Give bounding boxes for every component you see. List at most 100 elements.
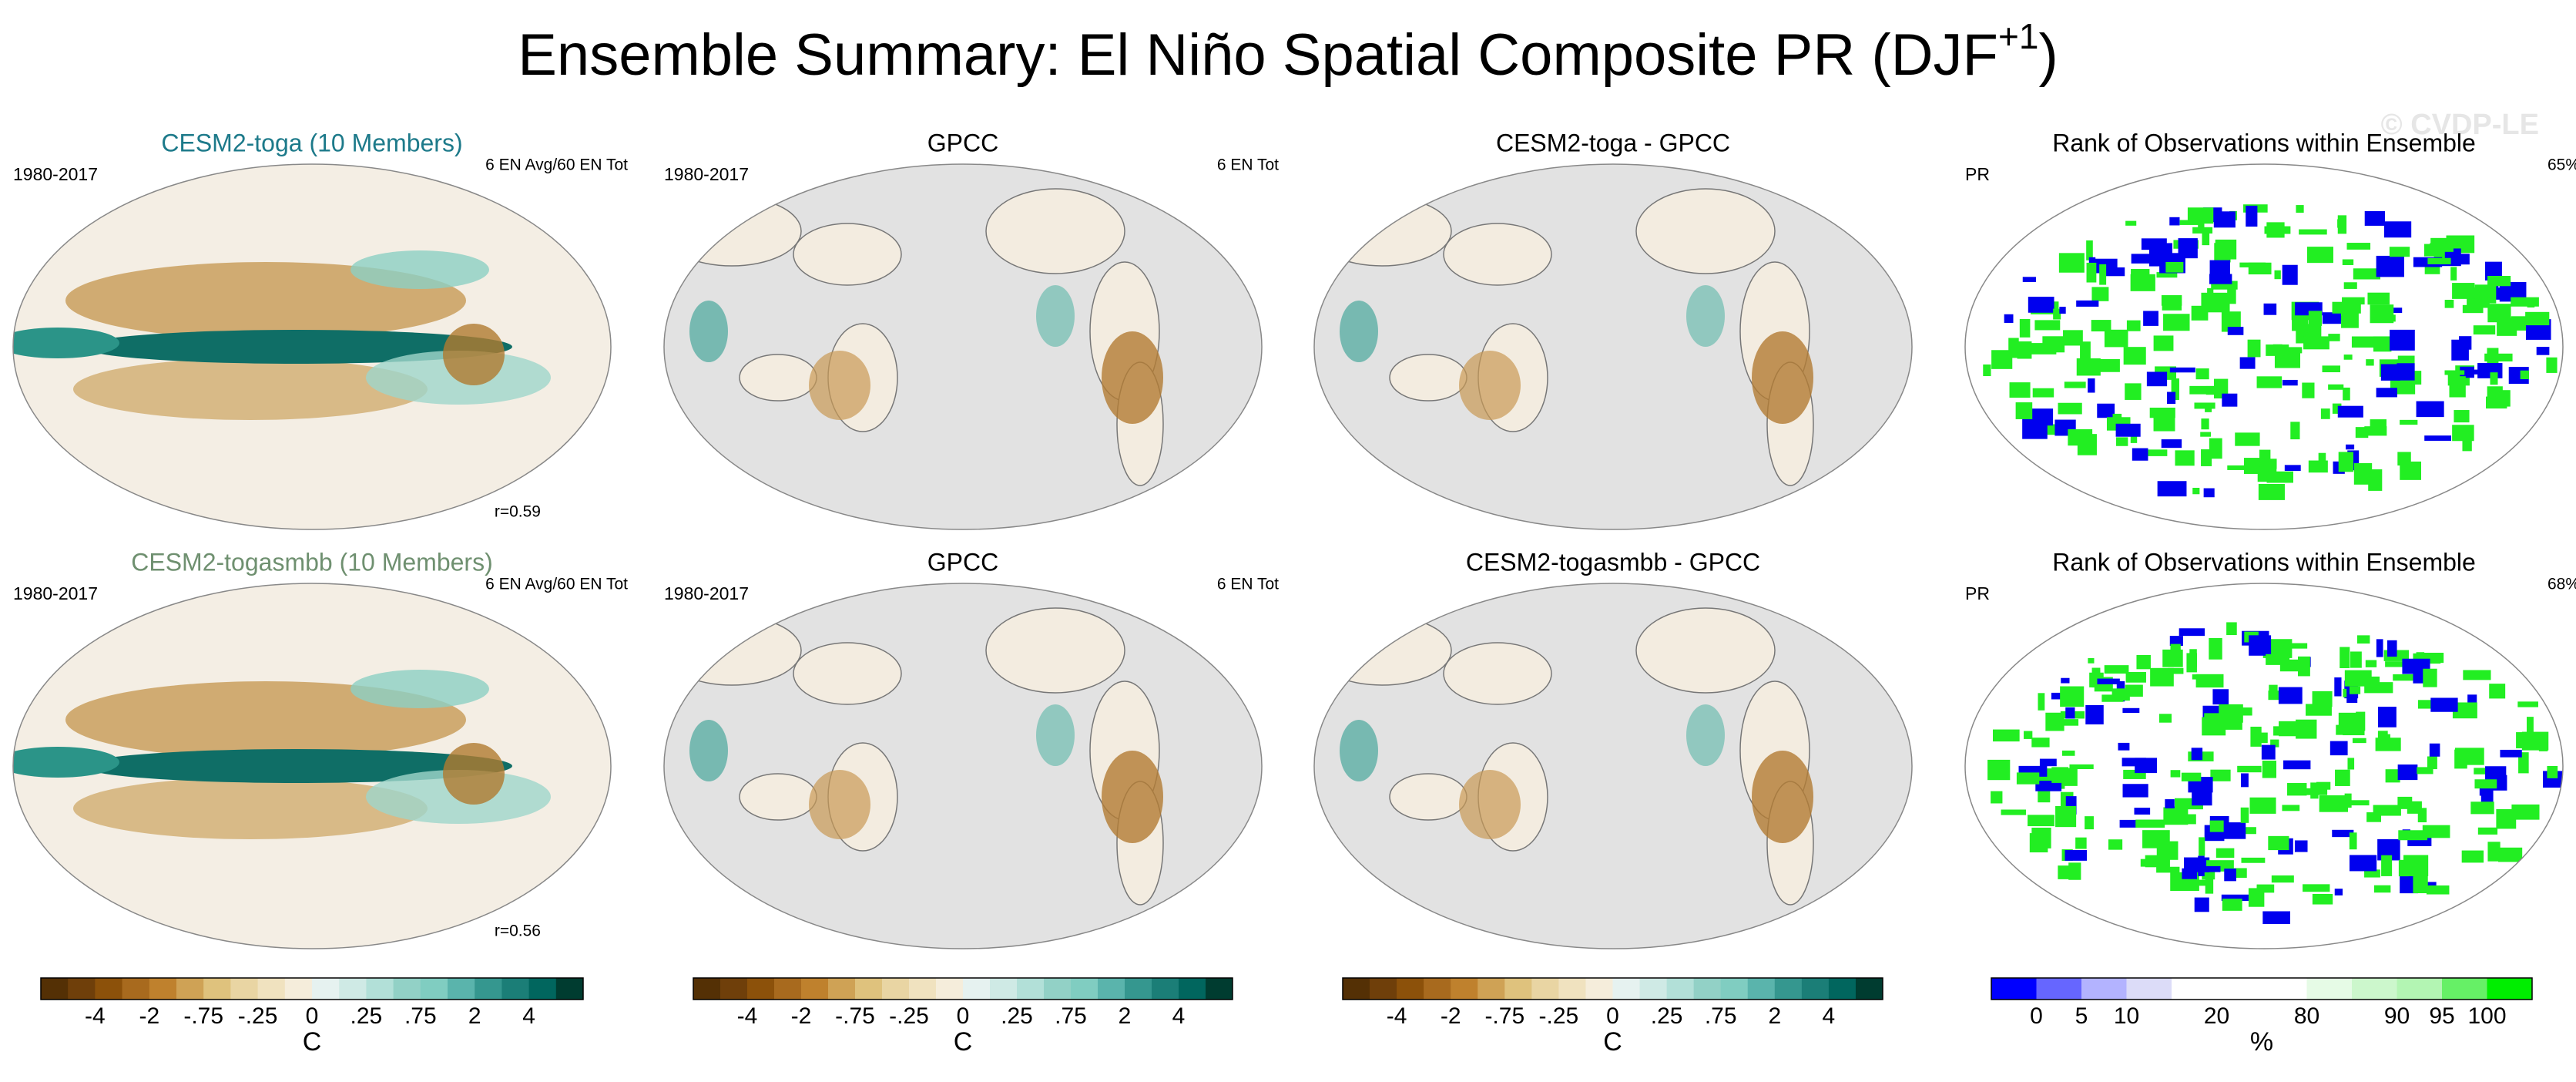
- rank-cell: [2274, 270, 2281, 280]
- rank-cell: [2241, 773, 2249, 788]
- rank-cell: [2076, 358, 2101, 376]
- rank-cell: [2346, 444, 2355, 450]
- colorbar-tick-label: -.75: [1484, 1003, 1524, 1029]
- rank-cell: [2349, 855, 2377, 872]
- rank-cell: [2182, 874, 2190, 886]
- panel-title: Rank of Observations within Ensemble: [2052, 129, 2476, 156]
- rank-cell: [2256, 884, 2275, 893]
- anomaly: [1340, 720, 1378, 781]
- rank-cell: [2069, 764, 2094, 769]
- colorbar-box: [774, 978, 802, 1000]
- rank-cell: [2237, 765, 2262, 773]
- rank-cell: [2461, 850, 2484, 863]
- colorbar-box: [2172, 978, 2217, 1000]
- colorbar-box: [1828, 978, 1857, 1000]
- rank-cell: [2189, 385, 2215, 395]
- rank-cell: [2385, 661, 2411, 667]
- panel-stat: r=0.56: [495, 922, 541, 940]
- rank-cell: [2181, 772, 2202, 781]
- rank-cell: [2259, 449, 2271, 467]
- rank-cell: [2340, 800, 2370, 806]
- rank-cell: [2198, 865, 2221, 872]
- colorbar-box: [1424, 978, 1451, 1000]
- rank-cell: [2487, 842, 2501, 862]
- rank-cell: [2104, 665, 2129, 674]
- colorbar-box: [95, 978, 123, 1000]
- panel-right-label: 68%: [2547, 576, 2576, 593]
- rank-cell: [2413, 672, 2426, 684]
- panel-title: CESM2-toga (10 Members): [161, 129, 462, 156]
- colorbar-unit: C: [303, 1027, 322, 1057]
- rank-cell: [2343, 355, 2353, 360]
- rank-cell: [2490, 372, 2498, 385]
- colorbar-box: [2487, 978, 2533, 1000]
- colorbar-box: [1451, 978, 1478, 1000]
- rank-cell: [2364, 869, 2380, 878]
- colorbar-unit: C: [1603, 1027, 1622, 1057]
- rank-cell: [2387, 640, 2397, 657]
- rank-cell: [2085, 704, 2104, 724]
- rank-cell: [2278, 687, 2303, 704]
- panel-right-label: 6 EN Tot: [1217, 156, 1279, 174]
- rank-cell: [2125, 220, 2137, 226]
- rank-cell: [2322, 365, 2341, 373]
- rank-cell: [2366, 359, 2374, 366]
- colorbar-box: [963, 978, 991, 1000]
- rank-cell: [2125, 672, 2146, 683]
- colorbar-tick-label: 100: [2467, 1003, 2506, 1029]
- colorbar-tick-label: .75: [1055, 1003, 1087, 1029]
- colorbar-tick-label: -4: [737, 1003, 758, 1029]
- rank-cell: [2116, 437, 2128, 446]
- anomaly: [1752, 751, 1813, 843]
- panel-left-label: 1980-2017: [13, 583, 98, 603]
- title-superscript: +1: [1998, 16, 2038, 56]
- colorbar-box: [1774, 978, 1803, 1000]
- panel-right-label: 65%: [2547, 156, 2576, 174]
- land: [1389, 773, 1467, 821]
- rank-cell: [2060, 686, 2085, 707]
- colorbar-box: [1152, 978, 1179, 1000]
- colorbar-box: [1720, 978, 1749, 1000]
- rank-cell: [2240, 807, 2249, 823]
- map-outline: [1313, 583, 1913, 949]
- rank-cell: [2294, 840, 2308, 852]
- rank-cell: [2163, 314, 2190, 331]
- rank-cell: [2262, 761, 2276, 778]
- rank-cell: [2119, 819, 2136, 828]
- panel-left-label: 1980-2017: [664, 164, 749, 184]
- rank-cell: [2383, 221, 2412, 238]
- rank-cell: [2322, 312, 2341, 324]
- rank-cell: [2366, 812, 2382, 822]
- panel-left-label: 1980-2017: [13, 164, 98, 184]
- rank-cell: [2343, 282, 2357, 289]
- anomaly: [1686, 285, 1725, 347]
- rank-cell: [2261, 744, 2276, 760]
- rank-cell: [2076, 300, 2099, 307]
- colorbar-tick-label: -.25: [889, 1003, 929, 1029]
- rank-cell: [2104, 329, 2128, 348]
- rank-cell: [2417, 808, 2427, 823]
- rank-cell: [2511, 804, 2540, 820]
- rank-cell: [2377, 707, 2397, 727]
- rank-cell: [2153, 335, 2174, 351]
- rank-cell: [2039, 758, 2057, 767]
- rank-cell: [2397, 796, 2413, 809]
- rank-cell: [2300, 788, 2328, 795]
- anomaly: [1036, 704, 1075, 766]
- land: [793, 642, 902, 705]
- colorbar-box: [1098, 978, 1125, 1000]
- rank-cell: [2249, 797, 2276, 814]
- rank-cell: [2249, 635, 2272, 656]
- rank-cell: [2210, 769, 2231, 781]
- rank-cell: [2299, 229, 2327, 235]
- colorbar-box: [68, 978, 96, 1000]
- panel-right-label: 6 EN Avg/60 EN Tot: [485, 576, 628, 593]
- rank-cell: [2150, 667, 2174, 687]
- rank-cell: [2489, 684, 2506, 699]
- rank-cell: [2024, 731, 2033, 739]
- colorbar-tick-label: 80: [2294, 1003, 2319, 1029]
- map-background: [1965, 164, 2563, 529]
- rank-cell: [2162, 649, 2183, 667]
- map-field: [1314, 607, 1814, 906]
- rank-cell: [2289, 643, 2308, 649]
